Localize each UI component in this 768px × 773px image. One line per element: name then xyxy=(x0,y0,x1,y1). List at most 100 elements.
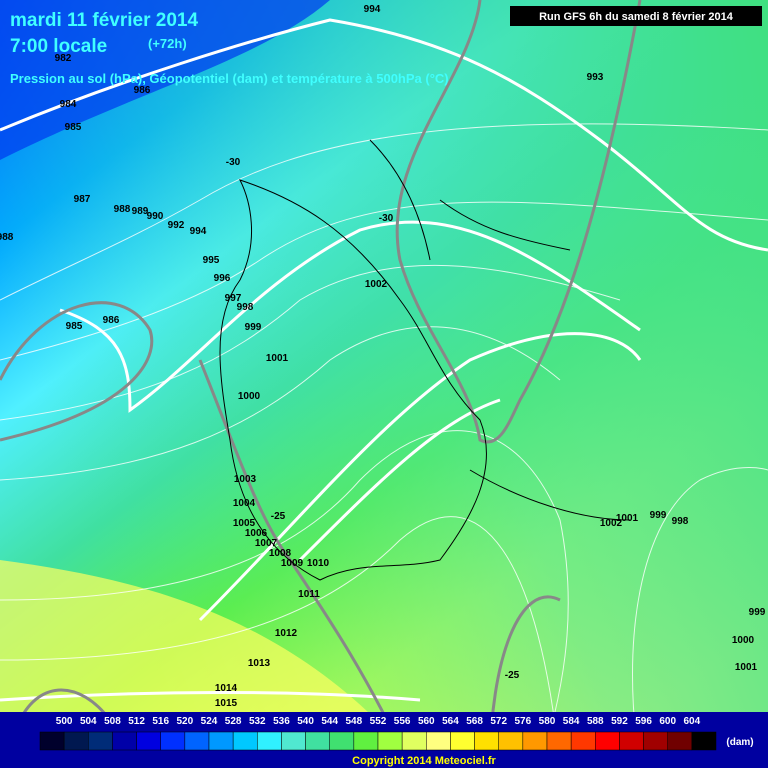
labels: 9949939829849869859879889899909929949889… xyxy=(0,4,766,730)
legend-swatch xyxy=(112,731,137,751)
legend-swatch xyxy=(474,731,499,751)
legend-value: 584 xyxy=(563,716,580,727)
temperature-label: -30 xyxy=(226,157,241,168)
legend-swatch xyxy=(450,731,475,751)
isobar-label: 988 xyxy=(114,204,131,215)
isobar-label: 1014 xyxy=(215,683,238,694)
isobar-label: 994 xyxy=(364,4,381,15)
isobar-label: 989 xyxy=(132,206,149,217)
legend-value: 508 xyxy=(104,716,121,727)
legend-value: 528 xyxy=(225,716,242,727)
isobar-label: 997 xyxy=(225,293,242,304)
legend-swatch xyxy=(232,731,258,751)
borders xyxy=(219,139,631,581)
low-area xyxy=(0,0,330,160)
legend-swatch xyxy=(570,731,596,751)
legend-value: 576 xyxy=(515,716,532,727)
isobar-label: 999 xyxy=(245,322,262,333)
temperature-label: -25 xyxy=(505,670,520,681)
run-box xyxy=(510,6,762,26)
isobar-label: 984 xyxy=(60,99,77,110)
copyright: Copyright 2014 Meteociel.fr xyxy=(352,755,496,767)
legend-value: 568 xyxy=(466,716,483,727)
legend-value: 512 xyxy=(128,716,145,727)
isobar-label: 998 xyxy=(237,302,254,313)
isobar-label: 1000 xyxy=(238,391,261,402)
legend-swatch xyxy=(546,731,572,751)
isobar-label: 1009 xyxy=(281,558,304,569)
temperature-label: -30 xyxy=(379,213,394,224)
isobar-label: 1003 xyxy=(234,474,257,485)
legend-value: 540 xyxy=(297,716,314,727)
isobar-label: 994 xyxy=(190,226,207,237)
legend-swatch xyxy=(691,731,717,751)
legend-value: 560 xyxy=(418,716,435,727)
run-label: Run GFS 6h du samedi 8 février 2014 xyxy=(539,11,734,23)
legend-swatch xyxy=(522,731,548,751)
isobars xyxy=(0,123,768,769)
isobar-label: 990 xyxy=(147,211,164,222)
legend-swatch xyxy=(281,731,306,751)
legend-value: 552 xyxy=(370,716,387,727)
isobar-label: 1001 xyxy=(735,662,758,673)
isobar-label: 1011 xyxy=(298,589,320,600)
legend-value: 556 xyxy=(394,716,411,727)
legend-swatch xyxy=(377,731,403,751)
legend-value: 596 xyxy=(635,716,652,727)
isobar-label: 999 xyxy=(749,607,766,618)
legend-swatch xyxy=(401,731,427,751)
isobar-label: 986 xyxy=(103,315,120,326)
legend-value: 544 xyxy=(321,716,338,727)
legend-value: 524 xyxy=(201,716,218,727)
legend-value: 536 xyxy=(273,716,290,727)
legend-value: 548 xyxy=(346,716,363,727)
legend-swatch xyxy=(208,731,234,751)
temperature-label: -25 xyxy=(271,511,286,522)
isotherms xyxy=(0,0,642,769)
isobar-label: 1001 xyxy=(266,353,289,364)
isobar-label: 982 xyxy=(55,53,72,64)
isobar-label: 992 xyxy=(168,220,185,231)
legend-swatch xyxy=(88,731,113,751)
isobar-label: 1005 xyxy=(233,518,256,529)
isobar-label: 1012 xyxy=(275,628,298,639)
isobar-label: 999 xyxy=(650,510,667,521)
legend-value: 600 xyxy=(659,716,676,727)
legend-value: 572 xyxy=(490,716,507,727)
legend-value: 516 xyxy=(152,716,169,727)
legend-swatch xyxy=(595,731,620,751)
legend-swatch xyxy=(305,731,330,751)
legend-value: 520 xyxy=(177,716,194,727)
subtitle: Pression au sol (hPa), Géopotentiel (dam… xyxy=(10,71,449,86)
legend-swatch xyxy=(63,731,89,751)
legend-swatch xyxy=(426,731,451,751)
isobar-label: 985 xyxy=(65,122,82,133)
legend-swatch xyxy=(184,731,210,751)
isobar-label: 1013 xyxy=(248,658,271,669)
legend-value: 588 xyxy=(587,716,604,727)
isobar-label: 1006 xyxy=(245,528,268,539)
isobar-label: 1001 xyxy=(616,513,639,524)
legend-swatch xyxy=(353,731,379,751)
isobar-label: 1004 xyxy=(233,498,256,509)
isobar-label: 988 xyxy=(0,232,14,243)
legend-swatch xyxy=(257,731,282,751)
legend-unit: (dam) xyxy=(726,737,753,748)
time-title: 7:00 locale xyxy=(10,36,107,57)
isobar-label: 1002 xyxy=(600,518,623,529)
isobar-label: 998 xyxy=(672,516,689,527)
lead-time: (+72h) xyxy=(148,36,187,51)
isobar-label: 996 xyxy=(214,273,231,284)
isobar-label: 1010 xyxy=(307,558,330,569)
legend-value: 532 xyxy=(249,716,266,727)
isobar-label: 986 xyxy=(134,85,151,96)
legend-swatch xyxy=(498,731,524,751)
legend-swatch xyxy=(643,731,668,751)
isobar-label: 1008 xyxy=(269,548,292,559)
legend-value: 504 xyxy=(80,716,97,727)
legend-swatch xyxy=(160,731,186,751)
legend-swatch xyxy=(136,731,161,751)
isobar-label: 995 xyxy=(203,255,220,266)
legend: 500 504 508 512 516 520 524 528 532 536 540 544 548 5… xyxy=(39,716,717,751)
date-title: mardi 11 février 2014 xyxy=(10,10,198,31)
